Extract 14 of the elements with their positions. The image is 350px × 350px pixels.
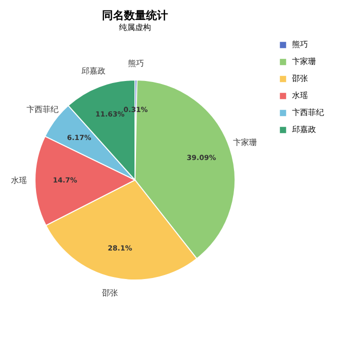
slice-label: 熊巧 xyxy=(128,59,144,68)
legend-label: 邵张 xyxy=(292,74,308,83)
chart-title: 同名数量统计 xyxy=(102,9,168,22)
slice-label: 邵张 xyxy=(102,288,118,298)
legend-label: 卞西菲纪 xyxy=(292,108,324,117)
slice-label: 水瑶 xyxy=(11,176,28,186)
slice-label: 卞家珊 xyxy=(232,138,257,148)
legend-label: 卞家珊 xyxy=(292,57,316,66)
legend-label: 熊巧 xyxy=(292,40,308,49)
slice-label: 卞西菲纪 xyxy=(26,105,58,114)
slice-label: 邱嘉政 xyxy=(82,66,106,76)
legend-label: 水瑶 xyxy=(292,91,308,100)
chart-subtitle: 纯属虚构 xyxy=(119,23,151,32)
legend-label: 邱嘉政 xyxy=(292,125,316,134)
